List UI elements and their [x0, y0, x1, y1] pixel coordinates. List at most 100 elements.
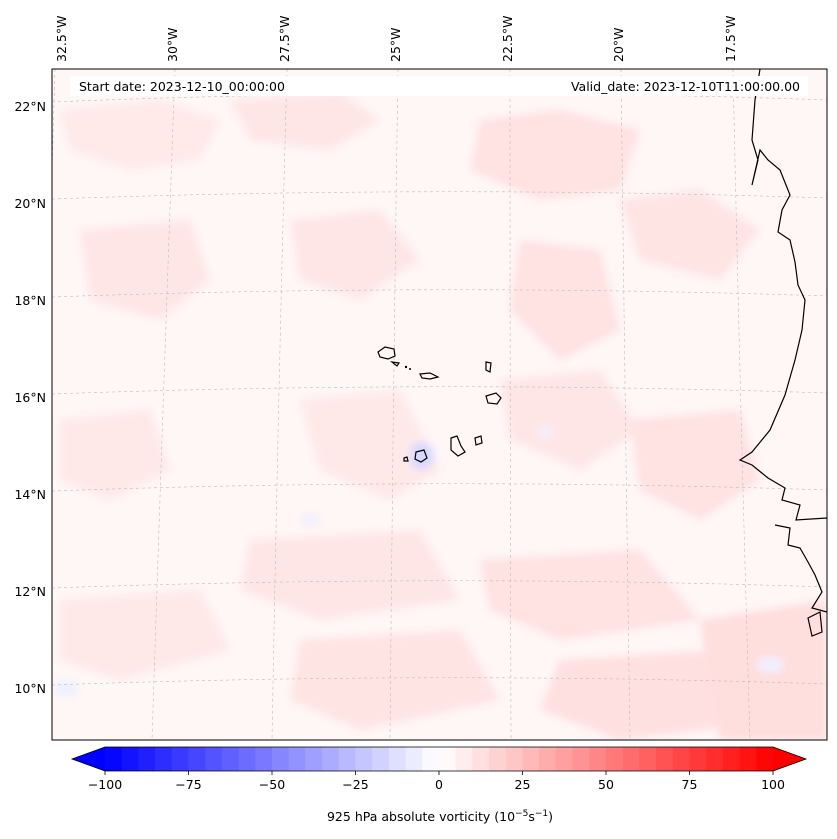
start-date-label: Start date: 2023-12-10_00:00:00 [79, 79, 285, 94]
lon-label-17-5w: 17.5°W [723, 16, 738, 62]
colorbar-cell [472, 747, 490, 771]
colorbar-cell [522, 747, 540, 771]
colorbar-cell [672, 747, 690, 771]
colorbar-cell [255, 747, 273, 771]
colorbar-cell [439, 747, 457, 771]
bijagos-island [807, 611, 823, 637]
lat-label-10n: 10°N [14, 681, 46, 696]
colorbar-label: 925 hPa absolute vorticity (10−5s−1) [327, 809, 553, 824]
colorbar-cell [422, 747, 440, 771]
lat-label-20n: 20°N [14, 196, 46, 211]
lat-label-12n: 12°N [14, 584, 46, 599]
colorbar-cells [105, 747, 774, 771]
colorbar-cell [372, 747, 390, 771]
lat-label-18n: 18°N [14, 293, 46, 308]
colorbar: −100 −75 −50 −25 0 25 50 75 100 925 hPa absolute… [70, 746, 808, 824]
colorbar-tick-label: −25 [342, 777, 368, 792]
fogo-icon [414, 449, 428, 463]
colorbar-cell [505, 747, 523, 771]
lon-label-27-5w: 27.5°W [277, 16, 292, 62]
valid-date-label: Valid_date: 2023-12-10T11:00:00.00 [571, 79, 800, 94]
colorbar-cell [656, 747, 674, 771]
lon-label-22-5w: 22.5°W [500, 16, 515, 62]
coastlines [377, 69, 827, 637]
boa-vista-icon [485, 392, 502, 405]
vorticity-field [54, 92, 827, 740]
colorbar-extend-high [773, 747, 806, 771]
maio-icon [474, 435, 483, 446]
parallel-16n [52, 386, 827, 395]
west-africa-coastline [738, 69, 827, 521]
colorbar-cell [689, 747, 707, 771]
lat-label-16n: 16°N [14, 390, 46, 405]
colorbar-cell [188, 747, 206, 771]
colorbar-cell [121, 747, 139, 771]
colorbar-cell [555, 747, 574, 771]
colorbar-cell [606, 747, 624, 771]
parallel-14n [52, 483, 827, 492]
colorbar-cell [405, 747, 423, 771]
colorbar-cell [138, 747, 156, 771]
colorbar-tick-label: −75 [175, 777, 201, 792]
small-islets [404, 365, 411, 370]
sao-nicolau-icon [419, 372, 440, 380]
colorbar-cell [355, 747, 373, 771]
colorbar-cell [105, 747, 123, 771]
colorbar-tick-label: 100 [761, 777, 785, 792]
parallel-20n [52, 191, 827, 200]
colorbar-cell [722, 747, 741, 771]
colorbar-cell [171, 747, 189, 771]
latitude-labels: 22°N 20°N 18°N 16°N 14°N 12°N 10°N [14, 99, 46, 696]
colorbar-cell [221, 747, 240, 771]
colorbar-tick-label: −50 [259, 777, 285, 792]
brava-icon [403, 456, 409, 462]
colorbar-cell [238, 747, 256, 771]
colorbar-tick-label: 0 [435, 777, 443, 792]
colorbar-cell [155, 747, 173, 771]
colorbar-cell [572, 747, 590, 771]
lon-label-20w: 20°W [611, 27, 626, 62]
colorbar-tick-label: 25 [515, 777, 531, 792]
santo-antao-icon [377, 346, 396, 360]
sao-vicente-icon [389, 361, 401, 367]
sal-icon [485, 361, 492, 373]
colorbar-cell [272, 747, 290, 771]
colorbar-cell [756, 747, 774, 771]
colorbar-cell [322, 747, 340, 771]
colorbar-cell [739, 747, 757, 771]
header-box [70, 76, 808, 96]
colorbar-extend-low [72, 747, 105, 771]
colorbar-cell [639, 747, 657, 771]
colorbar-cell [455, 747, 473, 771]
lon-label-25w: 25°W [388, 27, 403, 62]
lat-label-22n: 22°N [14, 99, 46, 114]
colorbar-cell [589, 747, 607, 771]
longitude-labels: 32.5°W 30°W 27.5°W 25°W 22.5°W 20°W 17.5… [54, 16, 738, 62]
parallel-10n [52, 677, 827, 686]
map-frame [51, 68, 828, 741]
colorbar-tick-label: 75 [682, 777, 698, 792]
colorbar-cell [205, 747, 223, 771]
colorbar-cell [305, 747, 323, 771]
lon-label-32-5w: 32.5°W [54, 16, 69, 62]
colorbar-cell [489, 747, 507, 771]
santiago-icon [450, 435, 466, 457]
colorbar-tick-label: −100 [88, 777, 122, 792]
colorbar-cell [388, 747, 407, 771]
parallel-18n [52, 289, 827, 298]
colorbar-cell [539, 747, 557, 771]
colorbar-cell [622, 747, 640, 771]
lon-label-30w: 30°W [165, 27, 180, 62]
map-panel: Start date: 2023-12-10_00:00:00 Valid_da… [51, 68, 828, 741]
guinea-bissau-coastline [774, 524, 827, 613]
colorbar-cell [338, 747, 356, 771]
colorbar-cell [288, 747, 306, 771]
parallel-22n [52, 93, 827, 103]
colorbar-cell [706, 747, 724, 771]
parallel-12n [52, 580, 827, 589]
colorbar-tick-label: 50 [598, 777, 614, 792]
colorbar-ticks: −100 −75 −50 −25 0 25 50 75 100 [88, 771, 785, 792]
gridlines [52, 69, 827, 740]
lat-label-14n: 14°N [14, 487, 46, 502]
